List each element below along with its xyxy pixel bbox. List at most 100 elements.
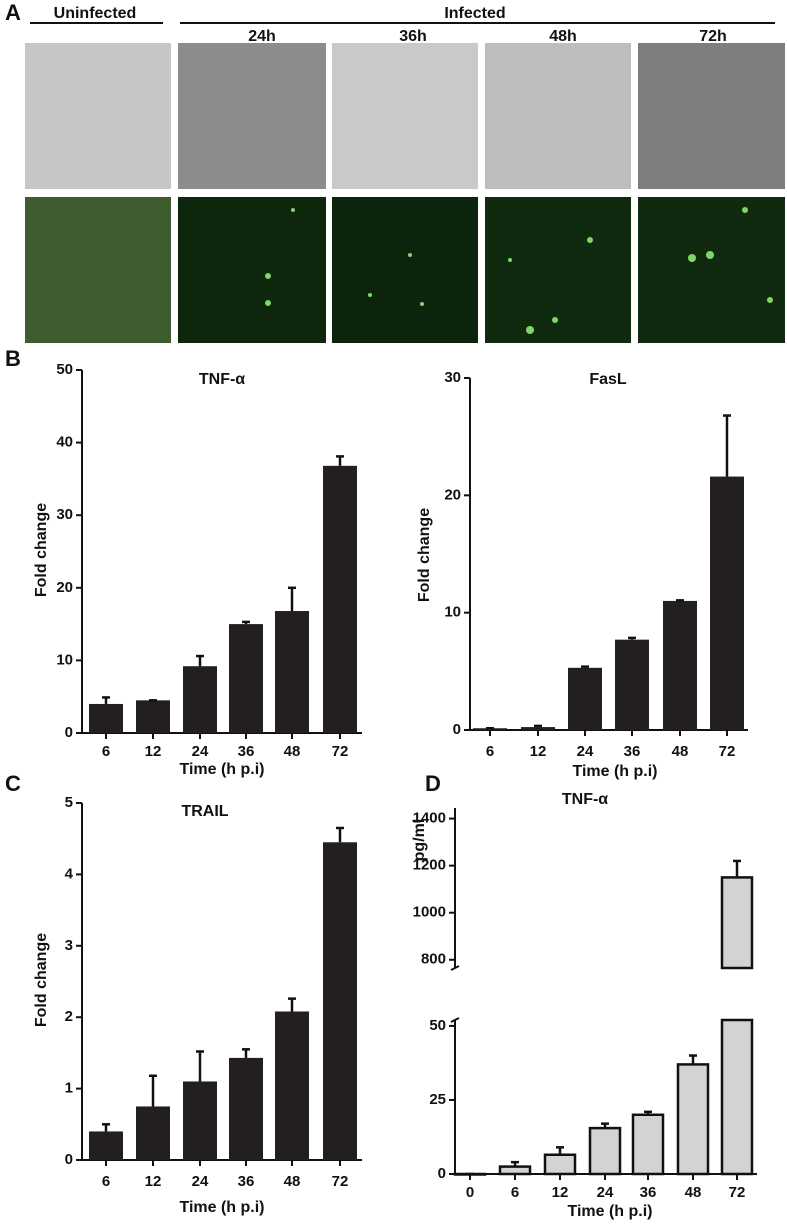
- bar: [183, 1081, 217, 1160]
- timepoint-label: 24h: [248, 28, 276, 45]
- brightfield-image: [25, 43, 171, 189]
- x-axis-label: Time (h p.i): [179, 761, 264, 778]
- bar: [89, 1131, 123, 1160]
- y-tick-label: 10: [444, 604, 461, 621]
- bar: [323, 842, 357, 1160]
- x-tick-label: 12: [145, 743, 162, 760]
- bar: [521, 727, 555, 730]
- y-tick-label: 0: [453, 721, 461, 738]
- x-tick-label: 36: [624, 743, 641, 760]
- x-tick-label: 48: [284, 743, 301, 760]
- x-tick-label: 24: [577, 743, 594, 760]
- bar: [676, 1063, 710, 1176]
- y-tick-label: 25: [429, 1091, 446, 1108]
- timepoint-label: 72h: [699, 28, 727, 45]
- fluorescence-image: [25, 197, 171, 343]
- y-tick-label: 20: [56, 579, 73, 596]
- chart-title: FasL: [589, 371, 627, 388]
- y-tick-label: 30: [56, 506, 73, 523]
- bar: [720, 876, 754, 970]
- fluorescence-image: [485, 197, 631, 343]
- x-tick-label: 24: [192, 1173, 209, 1190]
- x-tick-label: 24: [192, 743, 209, 760]
- y-tick-label: 1400: [413, 810, 446, 827]
- y-tick-label: 0: [65, 724, 73, 741]
- cell-spots: [265, 207, 773, 334]
- y-axis-label: Fold change: [33, 933, 50, 1027]
- panel-label: C: [5, 771, 21, 796]
- x-tick-label: 72: [729, 1184, 746, 1201]
- x-tick-label: 48: [685, 1184, 702, 1201]
- x-tick-label: 36: [238, 1173, 255, 1190]
- y-tick-label: 3: [65, 937, 73, 954]
- panel-label: A: [5, 0, 21, 25]
- bar: [323, 465, 357, 733]
- y-tick-label: 800: [421, 951, 446, 968]
- chart-title: TRAIL: [181, 803, 228, 820]
- x-axis-label: Time (h p.i): [567, 1203, 652, 1220]
- group-header: Infected: [444, 5, 505, 22]
- y-tick-label: 5: [65, 794, 73, 811]
- group-header: Uninfected: [54, 5, 137, 22]
- bar: [710, 476, 744, 730]
- y-tick-label: 10: [56, 651, 73, 668]
- x-tick-label: 48: [284, 1173, 301, 1190]
- bar: [615, 639, 649, 730]
- x-tick-label: 6: [102, 743, 110, 760]
- bar: [631, 1113, 665, 1176]
- y-tick-label: 1200: [413, 857, 446, 874]
- y-tick-label: 4: [65, 865, 74, 882]
- brightfield-image: [638, 43, 785, 189]
- y-tick-label: 50: [56, 361, 73, 378]
- bar: [543, 1153, 577, 1176]
- brightfield-image: [332, 43, 478, 189]
- y-axis-label: Fold change: [33, 503, 50, 597]
- x-tick-label: 72: [332, 1173, 349, 1190]
- x-tick-label: 48: [672, 743, 689, 760]
- bar: [275, 1011, 309, 1160]
- micrographs: [25, 43, 785, 343]
- x-tick-label: 12: [530, 743, 547, 760]
- y-tick-label: 40: [56, 434, 73, 451]
- x-tick-label: 6: [486, 743, 494, 760]
- bar: [663, 600, 697, 730]
- fluorescence-image: [638, 197, 785, 343]
- bar: [275, 611, 309, 733]
- y-axis-label: pg/ml: [411, 819, 428, 862]
- bar: [136, 1106, 170, 1160]
- y-axis-label: Fold change: [416, 508, 433, 602]
- x-tick-label: 72: [332, 743, 349, 760]
- x-tick-label: 6: [511, 1184, 519, 1201]
- fluorescence-image: [332, 197, 478, 343]
- panel-label: D: [425, 771, 441, 796]
- bar: [720, 1018, 754, 1176]
- x-axis-label: Time (h p.i): [179, 1199, 264, 1216]
- x-tick-label: 72: [719, 743, 736, 760]
- y-tick-label: 20: [444, 486, 461, 503]
- y-tick-label: 1: [65, 1080, 73, 1097]
- y-tick-label: 0: [438, 1165, 446, 1182]
- bar: [89, 703, 123, 733]
- x-tick-label: 12: [552, 1184, 569, 1201]
- x-tick-label: 24: [597, 1184, 614, 1201]
- x-tick-label: 0: [466, 1184, 474, 1201]
- bar: [136, 700, 170, 733]
- x-tick-label: 12: [145, 1173, 162, 1190]
- panel-label: B: [5, 346, 21, 371]
- bar: [183, 666, 217, 733]
- brightfield-image: [178, 43, 326, 189]
- timepoint-label: 36h: [399, 28, 427, 45]
- bar: [498, 1165, 532, 1176]
- x-axis-label: Time (h p.i): [572, 763, 657, 780]
- x-tick-label: 36: [640, 1184, 657, 1201]
- chart-title: TNF-α: [562, 791, 608, 808]
- x-tick-label: 36: [238, 743, 255, 760]
- y-tick-label: 1000: [413, 904, 446, 921]
- y-tick-label: 2: [65, 1008, 73, 1025]
- bar: [588, 1126, 622, 1176]
- x-tick-label: 6: [102, 1173, 110, 1190]
- timepoint-label: 48h: [549, 28, 577, 45]
- brightfield-image: [485, 43, 631, 189]
- axis-break: [450, 1017, 460, 1023]
